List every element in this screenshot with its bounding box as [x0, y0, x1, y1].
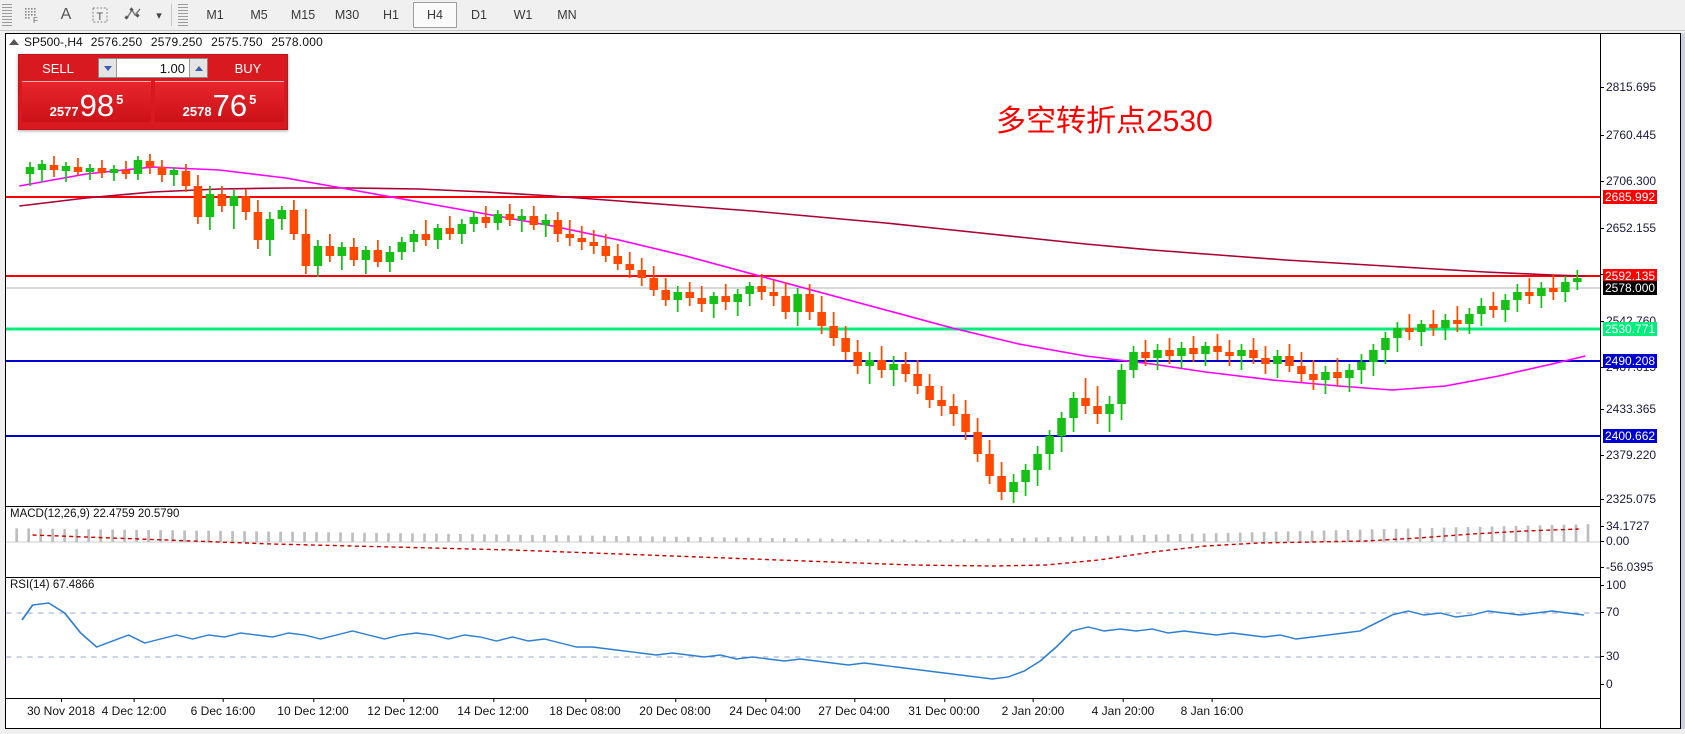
sell-price-fraction: 5: [116, 92, 124, 107]
svg-text:F: F: [33, 16, 38, 25]
price-badge-support[interactable]: 2400.662: [1603, 429, 1658, 443]
time-tick-label: 4 Dec 12:00: [102, 698, 166, 718]
timeframe-mn[interactable]: MN: [557, 8, 577, 22]
toolbar-drag-handle[interactable]: [2, 4, 12, 26]
chevron-down-glyph: ▾: [156, 9, 162, 22]
buy-price-box[interactable]: 2578 76 5: [155, 81, 284, 122]
price-chart-svg: [6, 154, 1600, 503]
time-tick-label: 30 Nov 2018: [27, 698, 95, 718]
time-tick-label: 6 Dec 16:00: [191, 698, 255, 718]
trade-panel-top-row: SELL 1.00 BUY: [19, 55, 287, 81]
ohlc-values: 2576.250 2579.250 2575.750 2578.000: [91, 35, 328, 49]
time-tick-label: 10 Dec 12:00: [277, 698, 349, 718]
price-badge-support[interactable]: 2490.208: [1603, 354, 1658, 368]
main-toolbar: F A T ▾ M1 M5 M15 M30 H1 H4 D1 W1 MN: [0, 0, 1685, 31]
price-tick-label: 2815.695: [1601, 80, 1656, 94]
sell-price-main: 98: [79, 88, 115, 123]
price-tick-label: 2706.300: [1601, 174, 1656, 188]
volume-decrease-button[interactable]: [99, 59, 117, 77]
time-tick-label: 18 Dec 08:00: [549, 698, 621, 718]
macd-tick-label: -56.0395: [1601, 560, 1653, 574]
ohlc-low: 2575.750: [211, 35, 263, 49]
time-tick-label: 14 Dec 12:00: [457, 698, 529, 718]
rsi-label: RSI(14) 67.4866: [10, 579, 95, 591]
price-badge-pivot[interactable]: 2530.771: [1603, 322, 1658, 336]
one-click-trading-panel[interactable]: SELL 1.00 BUY 2577 98 5 2578: [18, 54, 288, 130]
text-label-icon[interactable]: A: [49, 2, 83, 28]
timeframe-m1[interactable]: M1: [206, 8, 224, 22]
timeframe-m5[interactable]: M5: [250, 8, 268, 22]
text-label-glyph: A: [60, 6, 72, 23]
price-tick-label: 2433.365: [1601, 402, 1656, 416]
time-tick-label: 20 Dec 08:00: [639, 698, 711, 718]
rsi-tick-label: 0: [1601, 677, 1613, 691]
buy-price-fraction: 5: [249, 92, 257, 107]
timeframe-d1[interactable]: D1: [471, 8, 487, 22]
chart-header: SP500-,H4 2576.250 2579.250 2575.750 257…: [6, 34, 1680, 50]
text-box-icon[interactable]: T: [83, 2, 117, 28]
chart-annotation-text: 多空转折点2530: [996, 105, 1213, 138]
volume-value[interactable]: 1.00: [159, 60, 185, 76]
timeframe-h1[interactable]: H1: [383, 8, 399, 22]
collapse-triangle-icon[interactable]: [9, 39, 19, 45]
timeframe-h4[interactable]: H4: [413, 2, 457, 28]
symbol-label: SP500-,H4: [24, 35, 83, 49]
time-axis: 30 Nov 2018 4 Dec 12:00 6 Dec 16:00 10 Dec …: [6, 698, 1600, 729]
price-tick-label: 2379.220: [1601, 448, 1656, 462]
price-badge-resistance[interactable]: 2685.992: [1603, 190, 1658, 204]
time-tick-label: 8 Jan 16:00: [1181, 698, 1243, 718]
macd-tick-label: 34.1727: [1601, 519, 1649, 533]
macd-pane[interactable]: MACD(12,26,9) 22.4759 20.5790: [6, 506, 1600, 577]
plot-area[interactable]: MACD(12,26,9) 22.4759 20.5790 RSI(14) 67…: [6, 34, 1600, 728]
time-tick-label: 24 Dec 04:00: [729, 698, 801, 718]
timeframe-m15[interactable]: M15: [290, 8, 316, 22]
volume-stepper[interactable]: 1.00: [98, 58, 208, 78]
timeframe-m30[interactable]: M30: [334, 8, 360, 22]
timeframe-group: M1 M5 M15 M30 H1 H4 D1 W1 MN: [193, 2, 589, 28]
sell-button[interactable]: SELL: [22, 58, 94, 78]
toolbar-separator: [171, 4, 172, 26]
sell-price-box[interactable]: 2577 98 5: [22, 81, 151, 122]
buy-price-main: 76: [212, 88, 248, 123]
macd-tick-label: 0.00: [1601, 534, 1629, 548]
rsi-tick-label: 70: [1601, 605, 1619, 619]
chart-window: SP500-,H4 2576.250 2579.250 2575.750 257…: [5, 33, 1681, 729]
time-tick-label: 12 Dec 12:00: [367, 698, 439, 718]
trade-panel-prices-row: 2577 98 5 2578 76 5: [19, 81, 287, 125]
rsi-chart-svg: [6, 602, 1600, 680]
svg-text:T: T: [97, 11, 104, 23]
price-badge-last-price[interactable]: 2578.000: [1603, 281, 1658, 295]
rsi-tick-label: 100: [1601, 578, 1626, 592]
time-tick-label: 2 Jan 20:00: [1002, 698, 1064, 718]
indicators-icon[interactable]: F: [15, 2, 49, 28]
objects-icon[interactable]: [117, 2, 151, 28]
ohlc-open: 2576.250: [90, 35, 143, 49]
buy-button[interactable]: BUY: [212, 58, 284, 78]
time-tick-label: 27 Dec 04:00: [818, 698, 890, 718]
time-tick-label: 31 Dec 00:00: [908, 698, 980, 718]
price-pane[interactable]: [6, 51, 1600, 503]
ohlc-close: 2578.000: [271, 35, 323, 49]
rsi-pane[interactable]: RSI(14) 67.4866: [6, 577, 1600, 698]
price-tick-label: 2325.075: [1601, 492, 1656, 506]
chevron-down-icon[interactable]: ▾: [151, 2, 167, 28]
price-tick-label: 2652.155: [1601, 221, 1656, 235]
time-tick-label: 4 Jan 20:00: [1092, 698, 1154, 718]
price-badge-resistance[interactable]: 2592.135: [1603, 269, 1658, 283]
rsi-tick-label: 30: [1601, 649, 1619, 663]
sell-price-prefix: 2577: [49, 104, 79, 119]
price-tick-label: 2760.445: [1601, 128, 1656, 142]
macd-chart-svg: [6, 524, 1600, 567]
ohlc-high: 2579.250: [150, 35, 203, 49]
volume-increase-button[interactable]: [189, 59, 207, 77]
vertical-scrollbar[interactable]: [1681, 33, 1685, 729]
timeframe-w1[interactable]: W1: [513, 8, 533, 22]
macd-label: MACD(12,26,9) 22.4759 20.5790: [10, 508, 180, 520]
timeframe-drag-handle[interactable]: [178, 4, 188, 26]
buy-price-prefix: 2578: [182, 104, 212, 119]
price-scale[interactable]: 2815.6952760.4452706.3002652.1552596.085…: [1600, 34, 1680, 728]
